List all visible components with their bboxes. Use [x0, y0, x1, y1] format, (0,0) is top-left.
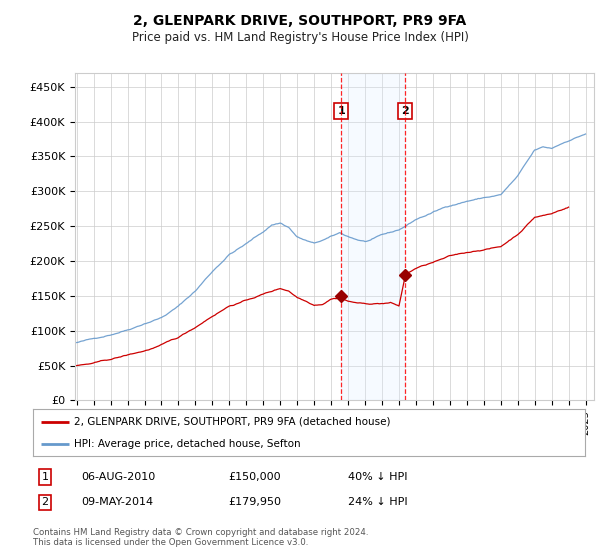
Text: Price paid vs. HM Land Registry's House Price Index (HPI): Price paid vs. HM Land Registry's House … — [131, 31, 469, 44]
Text: £150,000: £150,000 — [228, 472, 281, 482]
Text: 40% ↓ HPI: 40% ↓ HPI — [348, 472, 407, 482]
Text: 2, GLENPARK DRIVE, SOUTHPORT, PR9 9FA: 2, GLENPARK DRIVE, SOUTHPORT, PR9 9FA — [133, 14, 467, 28]
Bar — [341, 73, 405, 400]
Text: 1: 1 — [41, 472, 49, 482]
Text: HPI: Average price, detached house, Sefton: HPI: Average price, detached house, Seft… — [74, 438, 301, 449]
Text: 2: 2 — [41, 497, 49, 507]
Text: 24% ↓ HPI: 24% ↓ HPI — [348, 497, 407, 507]
Text: £179,950: £179,950 — [228, 497, 281, 507]
Text: 1: 1 — [337, 106, 345, 116]
Text: 06-AUG-2010: 06-AUG-2010 — [81, 472, 155, 482]
Text: Contains HM Land Registry data © Crown copyright and database right 2024.
This d: Contains HM Land Registry data © Crown c… — [33, 528, 368, 547]
Text: 09-MAY-2014: 09-MAY-2014 — [81, 497, 153, 507]
Text: 2, GLENPARK DRIVE, SOUTHPORT, PR9 9FA (detached house): 2, GLENPARK DRIVE, SOUTHPORT, PR9 9FA (d… — [74, 417, 391, 427]
Text: 2: 2 — [401, 106, 409, 116]
